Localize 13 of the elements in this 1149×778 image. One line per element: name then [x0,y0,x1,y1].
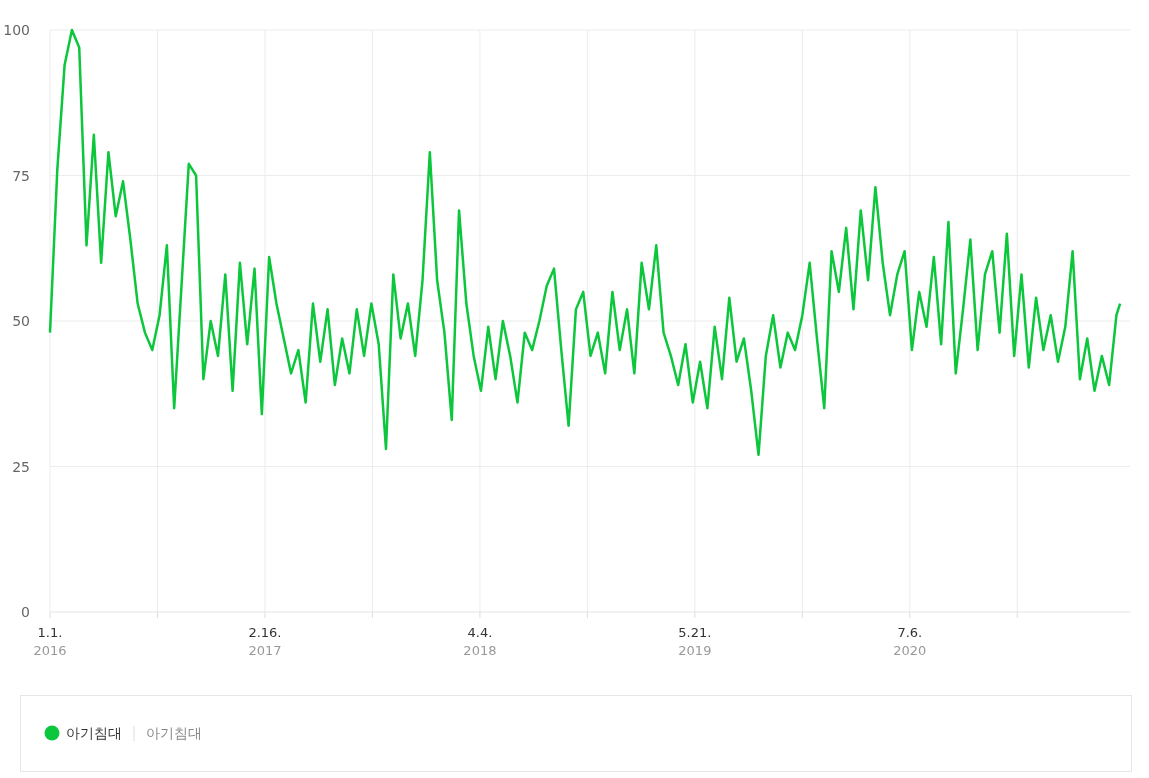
x-tick-label: 1.1. 2016 [33,625,67,658]
y-tick-label: 0 [21,604,30,620]
x-tick-label: 2.16. 2017 [248,625,282,658]
x-tick-label: 4.4. 2018 [463,625,497,658]
line-series [48,28,1122,457]
x-tick-label: 7.6. 2020 [893,625,927,658]
text: 아기침대 [146,725,202,741]
y-tick-label: 50 [12,313,30,329]
y-tick-label: 100 [3,22,30,38]
y-tick-label: 25 [12,458,30,475]
legend-label: 아기침대 [66,725,122,741]
y-tick-label: 75 [12,167,30,184]
x-tick-label: 5.21. 2019 [678,625,712,658]
